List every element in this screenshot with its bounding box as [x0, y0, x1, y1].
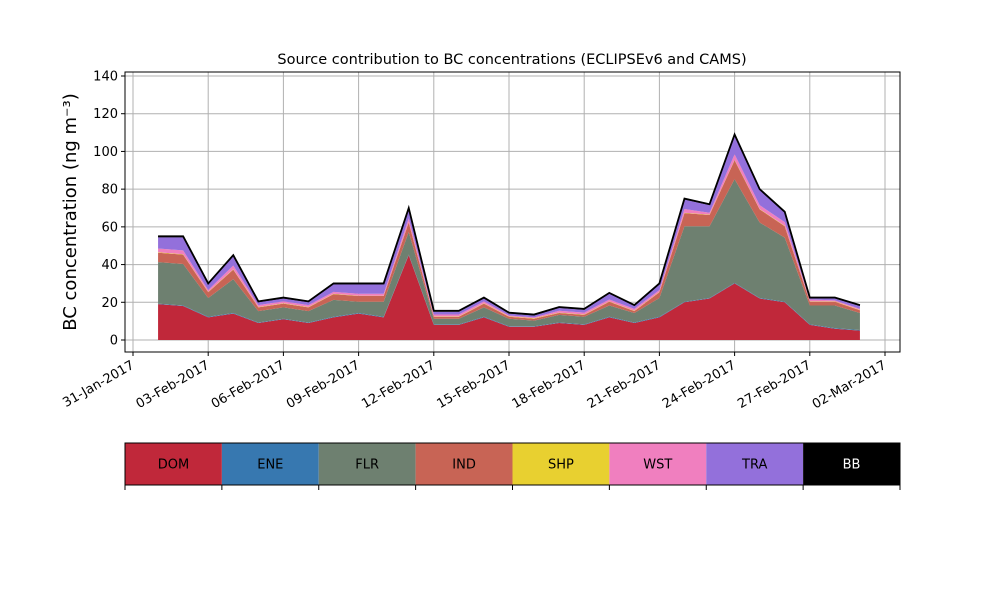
y-tick-label: 20 — [101, 296, 118, 311]
legend-swatch — [706, 443, 804, 485]
legend-label: SHP — [548, 458, 574, 473]
y-tick-label: 100 — [93, 145, 118, 160]
legend-label: TRA — [741, 458, 767, 473]
legend-frame — [124, 442, 901, 486]
x-tick-label: 15-Feb-2017 — [434, 358, 513, 412]
x-tick-label: 12-Feb-2017 — [359, 358, 438, 412]
y-axis-label: BC concentration (ng m⁻³) — [60, 93, 81, 331]
legend-label: WST — [643, 458, 672, 473]
legend-label: BB — [843, 458, 861, 473]
legend-label: ENE — [257, 458, 283, 473]
legend-swatch — [125, 443, 222, 485]
legend-swatch — [415, 443, 513, 485]
legend-label: DOM — [158, 458, 189, 473]
y-tick-label: 60 — [101, 220, 118, 235]
legend-swatch — [803, 443, 900, 485]
total-line — [158, 132, 861, 316]
area — [158, 255, 860, 340]
x-tick-label: 21-Feb-2017 — [585, 358, 664, 412]
legend-swatch — [609, 443, 707, 485]
x-tick-label: 24-Feb-2017 — [660, 358, 739, 412]
plot-frame — [124, 71, 901, 353]
legend-swatch — [221, 443, 319, 485]
legend-label: FLR — [355, 458, 379, 473]
y-tick-label: 0 — [110, 334, 118, 349]
y-tick-label: 120 — [93, 107, 118, 122]
legend-label: IND — [452, 458, 476, 473]
y-tick-label: 40 — [101, 258, 118, 273]
x-tick-label: 27-Feb-2017 — [735, 358, 814, 412]
x-tick-label: 02-Mar-2017 — [810, 358, 889, 412]
legend-swatch — [512, 443, 610, 485]
x-tick-label: 03-Feb-2017 — [134, 358, 213, 412]
x-tick-label: 18-Feb-2017 — [510, 358, 589, 412]
x-tick-label: 09-Feb-2017 — [284, 358, 363, 412]
x-tick-label: 06-Feb-2017 — [209, 358, 288, 412]
x-tick-label: 31-Jan-2017 — [60, 358, 137, 411]
legend-swatch — [318, 443, 416, 485]
chart-title: Source contribution to BC concentrations… — [277, 52, 746, 68]
y-tick-label: 80 — [101, 183, 118, 198]
area — [158, 179, 860, 331]
y-tick-label: 140 — [93, 70, 118, 85]
